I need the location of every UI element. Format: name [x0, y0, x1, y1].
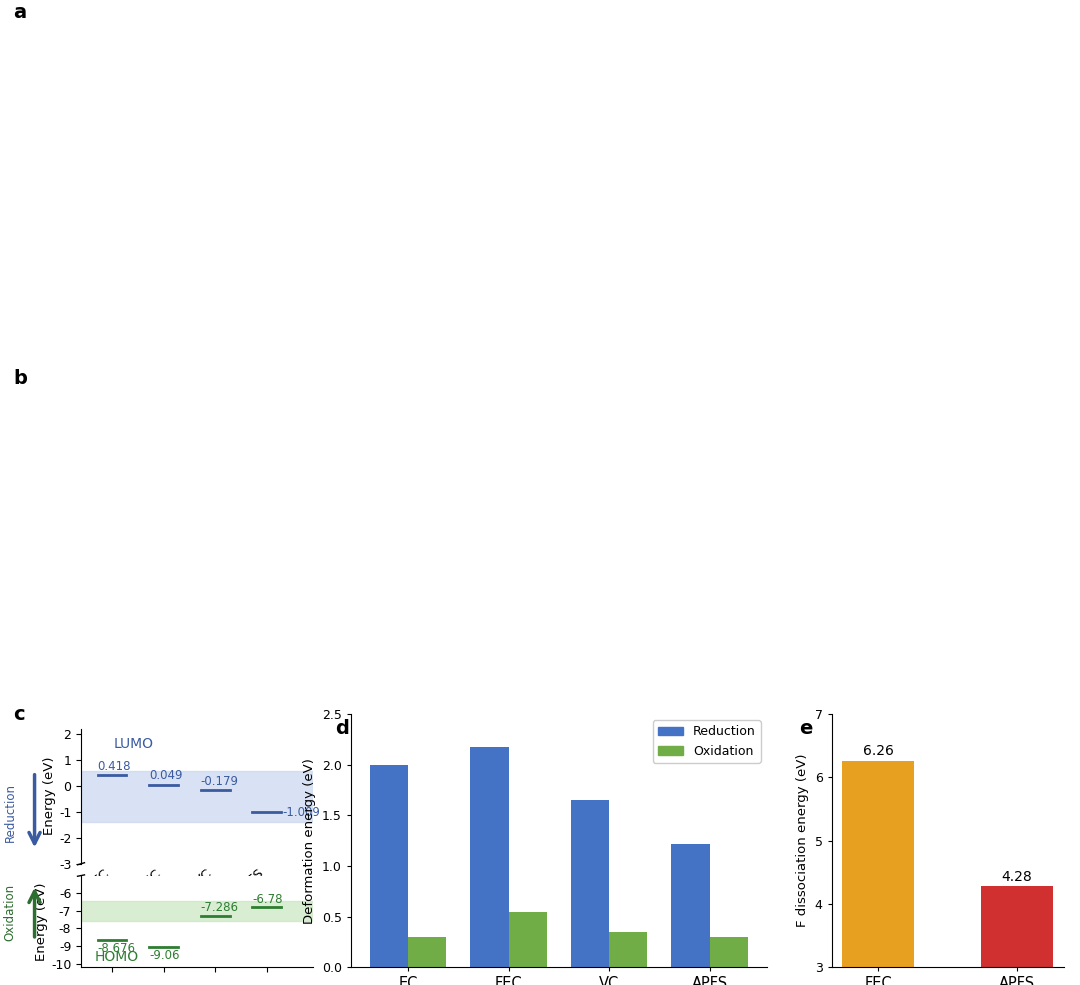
Bar: [981, 886, 1053, 985]
Text: -7.286: -7.286: [201, 901, 239, 914]
Text: Reduction: Reduction: [3, 783, 16, 842]
Y-axis label: F dissociation energy (eV): F dissociation energy (eV): [796, 754, 809, 928]
Bar: [81, 771, 313, 822]
Text: 6.26: 6.26: [863, 745, 893, 758]
Text: d: d: [335, 719, 349, 738]
Text: 4.28: 4.28: [1002, 870, 1032, 884]
Text: 0.418: 0.418: [97, 759, 131, 772]
Text: e: e: [799, 719, 812, 738]
Text: -9.06: -9.06: [149, 949, 179, 961]
Text: -1.009: -1.009: [282, 806, 320, 819]
Bar: [509, 911, 546, 967]
Text: 0.049: 0.049: [149, 769, 183, 782]
Bar: [842, 761, 915, 985]
Bar: [408, 937, 446, 967]
Bar: [609, 932, 647, 967]
Y-axis label: Energy (eV): Energy (eV): [36, 883, 49, 960]
Y-axis label: Energy (eV): Energy (eV): [43, 756, 56, 835]
Text: HOMO: HOMO: [95, 950, 139, 963]
Bar: [672, 844, 710, 967]
Text: Oxidation: Oxidation: [3, 884, 16, 941]
Text: c: c: [13, 704, 25, 724]
Bar: [571, 800, 609, 967]
Bar: [369, 764, 408, 967]
Text: -6.78: -6.78: [253, 892, 283, 905]
Text: b: b: [13, 369, 27, 388]
Text: a: a: [13, 3, 26, 22]
Bar: [81, 901, 313, 921]
Legend: Reduction, Oxidation: Reduction, Oxidation: [652, 720, 760, 762]
Text: LUMO: LUMO: [113, 737, 153, 751]
Bar: [471, 747, 509, 967]
Bar: [710, 937, 747, 967]
Text: -0.179: -0.179: [201, 775, 239, 788]
Text: -8.676: -8.676: [97, 942, 135, 954]
Y-axis label: Deformation energy (eV): Deformation energy (eV): [303, 757, 316, 924]
